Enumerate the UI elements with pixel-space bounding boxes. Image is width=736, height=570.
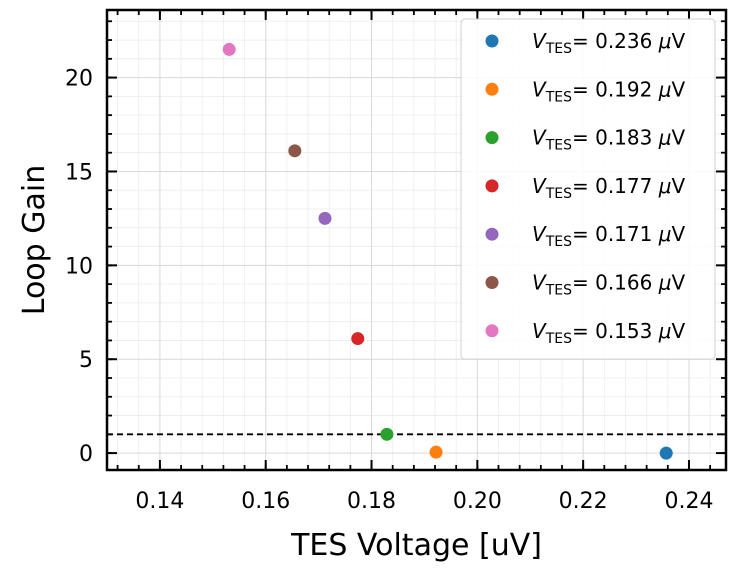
x-tick-label: 0.14: [135, 489, 184, 514]
x-axis-title: TES Voltage [uV]: [290, 528, 542, 563]
legend-entry-label: VTES= 0.171 μV: [532, 222, 685, 250]
data-point: [222, 42, 236, 56]
legend-entry-label: VTES= 0.153 μV: [532, 319, 685, 347]
y-axis-title: Loop Gain: [17, 165, 52, 315]
legend-marker: [485, 179, 499, 193]
data-points: [222, 42, 673, 460]
data-point: [659, 446, 673, 460]
x-tick-label: 0.20: [453, 489, 502, 514]
data-point: [351, 332, 365, 346]
x-tick-label: 0.24: [664, 489, 713, 514]
legend-entry-label: VTES= 0.192 μV: [532, 77, 685, 105]
legend-entry-label: VTES= 0.166 μV: [532, 271, 685, 299]
legend-entry-label: VTES= 0.177 μV: [532, 174, 685, 202]
legend-marker: [485, 324, 499, 338]
legend-marker: [485, 82, 499, 96]
y-tick-label: 5: [79, 348, 93, 373]
y-tick-label: 20: [65, 67, 93, 92]
legend-box: [460, 18, 716, 360]
plot-frame: [105, 8, 728, 472]
data-point: [318, 211, 332, 225]
data-point: [380, 427, 394, 441]
legend-marker: [485, 34, 499, 48]
y-tick-label: 15: [65, 160, 93, 185]
legend-entry-label: VTES= 0.236 μV: [532, 29, 685, 57]
legend-marker: [485, 131, 499, 145]
x-tick-label: 0.22: [559, 489, 608, 514]
legend-marker: [485, 276, 499, 289]
tick-labels: 0.14 0.16 0.18 0.20 0.22 0.24 0 5 10 15 20: [65, 67, 713, 514]
legend-entry-label: VTES= 0.183 μV: [532, 126, 685, 154]
y-tick-label: 10: [65, 254, 93, 279]
data-point: [429, 445, 443, 459]
y-tick-label: 0: [79, 442, 93, 467]
data-point: [288, 144, 302, 158]
legend: VTES= 0.236 μV VTES= 0.192 μV VTES= 0.183 …: [460, 18, 716, 360]
x-tick-label: 0.18: [347, 489, 396, 514]
legend-marker: [485, 227, 499, 241]
x-tick-label: 0.16: [241, 489, 290, 514]
